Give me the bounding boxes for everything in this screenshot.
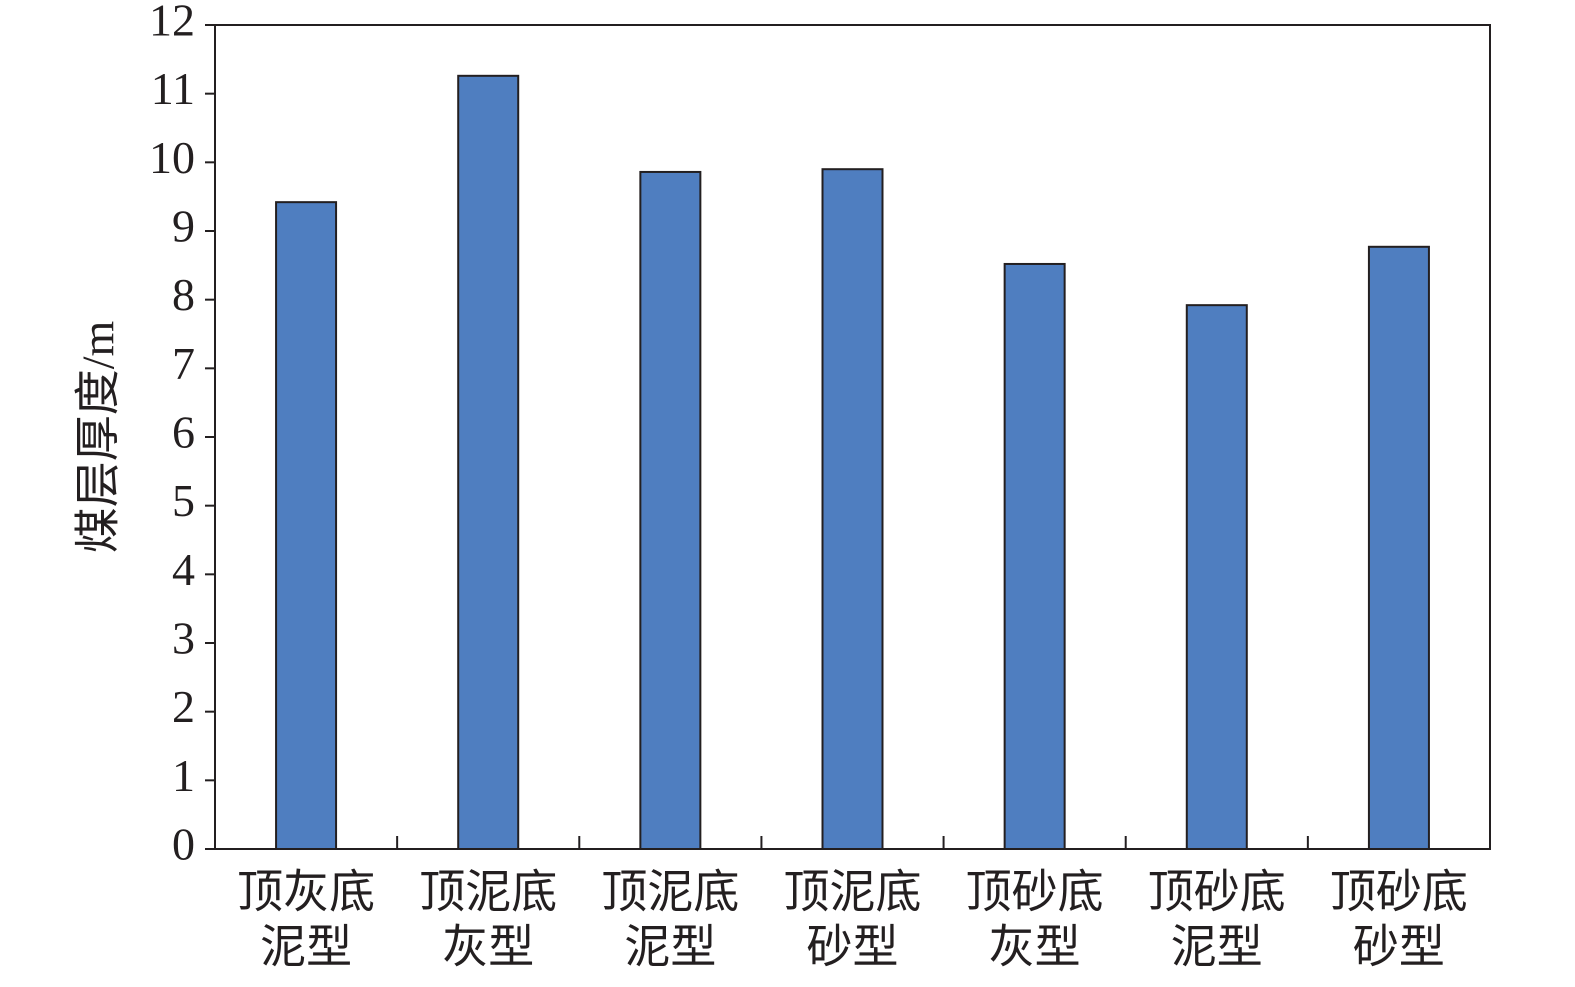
x-tick-label: 砂型 — [807, 922, 899, 973]
bar — [275, 201, 338, 851]
x-tick-label: 泥型 — [624, 922, 716, 973]
x-tick-label: 顶泥底 — [419, 867, 557, 918]
y-tick-label: 8 — [172, 269, 195, 320]
y-tick-label: 11 — [151, 63, 195, 114]
x-tick-label: 顶泥底 — [601, 867, 739, 918]
y-tick-label: 2 — [172, 681, 195, 732]
x-tick-label: 顶泥底 — [784, 867, 922, 918]
y-tick-label: 1 — [172, 750, 195, 801]
y-tick-label: 3 — [172, 613, 195, 664]
bar — [1003, 262, 1066, 850]
y-tick-label: 6 — [172, 407, 195, 458]
x-tick-label: 顶灰底 — [237, 867, 375, 918]
bar — [1367, 245, 1430, 850]
x-tick-label: 泥型 — [260, 922, 352, 973]
y-tick-label: 5 — [172, 475, 195, 526]
bar — [639, 170, 702, 851]
x-tick-label: 灰型 — [989, 922, 1081, 973]
y-tick-label: 4 — [172, 544, 195, 595]
x-tick-label: 顶砂底 — [1330, 867, 1468, 918]
bar — [457, 74, 520, 850]
y-tick-label: 9 — [172, 201, 195, 252]
x-tick-label: 泥型 — [1171, 922, 1263, 973]
y-tick-label: 12 — [149, 0, 195, 46]
y-axis-label: 煤层厚度/m — [73, 321, 124, 554]
y-tick-label: 7 — [172, 338, 195, 389]
y-tick-label: 0 — [172, 819, 195, 870]
x-tick-label: 顶砂底 — [1148, 867, 1286, 918]
x-tick-label: 灰型 — [442, 922, 534, 973]
bar — [1185, 304, 1248, 851]
x-tick-label: 顶砂底 — [966, 867, 1104, 918]
x-tick-label: 砂型 — [1353, 922, 1445, 973]
y-tick-label: 10 — [149, 132, 195, 183]
bar — [821, 168, 884, 850]
